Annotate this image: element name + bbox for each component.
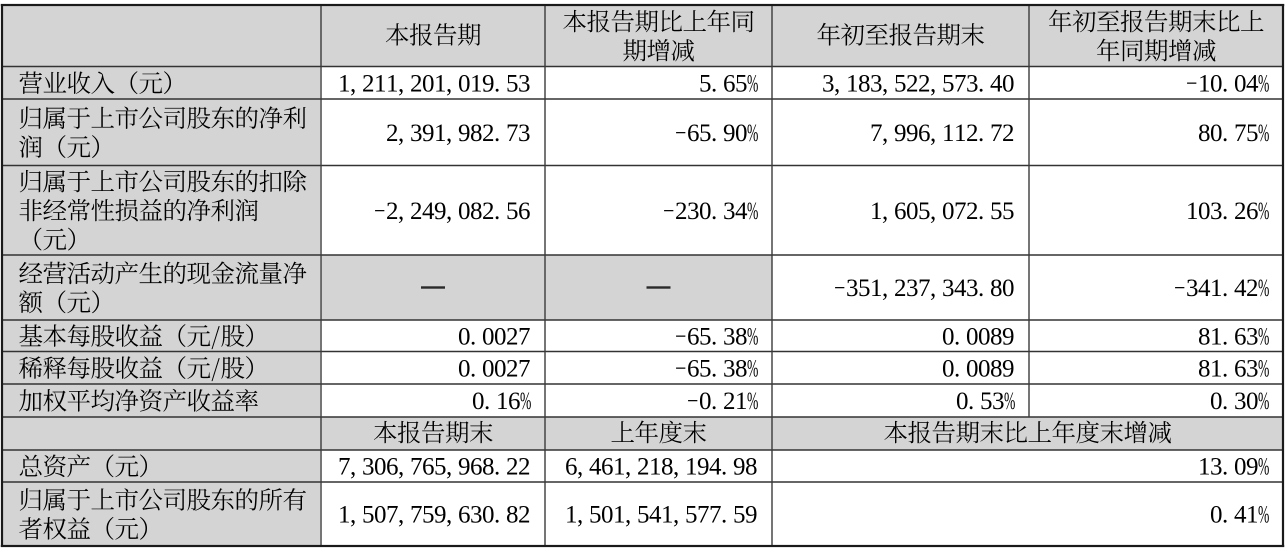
svg-text:2,249,082.56: 2,249,082.56: [386, 198, 531, 225]
svg-text:1,211,201,019.53: 1,211,201,019.53: [338, 70, 531, 97]
svg-text:103.26: 103.26: [1186, 198, 1259, 225]
svg-text:%: %: [747, 70, 759, 97]
svg-text:6,461,218,194.98: 6,461,218,194.98: [565, 454, 758, 481]
svg-text:%: %: [1258, 275, 1270, 302]
svg-text:%: %: [747, 323, 759, 350]
svg-text:2,391,982.73: 2,391,982.73: [386, 120, 531, 147]
svg-text:0.30: 0.30: [1210, 388, 1259, 415]
svg-text:%: %: [747, 355, 759, 382]
svg-text:%: %: [1258, 355, 1270, 382]
svg-text:1,501,541,577.59: 1,501,541,577.59: [565, 502, 758, 529]
svg-text:351,237,343.80: 351,237,343.80: [846, 275, 1015, 302]
svg-text:−: −: [675, 119, 686, 147]
svg-text:−: −: [834, 274, 845, 302]
svg-text:%: %: [747, 388, 759, 415]
svg-text:0.0089: 0.0089: [942, 323, 1015, 350]
svg-text:0.0027: 0.0027: [458, 323, 531, 350]
svg-text:−: −: [1174, 274, 1185, 302]
svg-text:%: %: [747, 198, 759, 225]
svg-text:0.53: 0.53: [956, 388, 1005, 415]
svg-text:0.0089: 0.0089: [942, 355, 1015, 382]
svg-text:%: %: [1258, 198, 1270, 225]
svg-text:341.42: 341.42: [1186, 275, 1259, 302]
svg-text:%: %: [1258, 501, 1270, 528]
svg-text:5.65: 5.65: [699, 70, 748, 97]
svg-text:0.0027: 0.0027: [458, 355, 531, 382]
svg-text:%: %: [1258, 453, 1270, 480]
svg-text:0.41: 0.41: [1210, 502, 1259, 529]
svg-text:%: %: [1258, 120, 1270, 147]
svg-text:3,183,522,573.40: 3,183,522,573.40: [822, 70, 1015, 97]
svg-text:1,605,072.55: 1,605,072.55: [870, 198, 1015, 225]
svg-text:%: %: [747, 120, 759, 147]
svg-text:1,507,759,630.82: 1,507,759,630.82: [338, 502, 531, 529]
svg-text:−: −: [663, 197, 674, 225]
svg-text:%: %: [1004, 388, 1016, 415]
svg-text:−: −: [687, 387, 698, 415]
svg-text:0.21: 0.21: [699, 388, 748, 415]
svg-text:−: −: [374, 197, 385, 225]
svg-text:7,306,765,968.22: 7,306,765,968.22: [338, 454, 531, 481]
svg-text:−: −: [675, 354, 686, 382]
svg-text:%: %: [1258, 388, 1270, 415]
svg-text:%: %: [520, 388, 532, 415]
svg-text:−: −: [675, 322, 686, 350]
svg-text:230.34: 230.34: [675, 198, 748, 225]
svg-text:7,996,112.72: 7,996,112.72: [870, 120, 1015, 147]
svg-text:%: %: [1258, 70, 1270, 97]
svg-text:%: %: [1258, 323, 1270, 350]
svg-text:0.16: 0.16: [472, 388, 521, 415]
svg-text:−: −: [1186, 69, 1197, 97]
